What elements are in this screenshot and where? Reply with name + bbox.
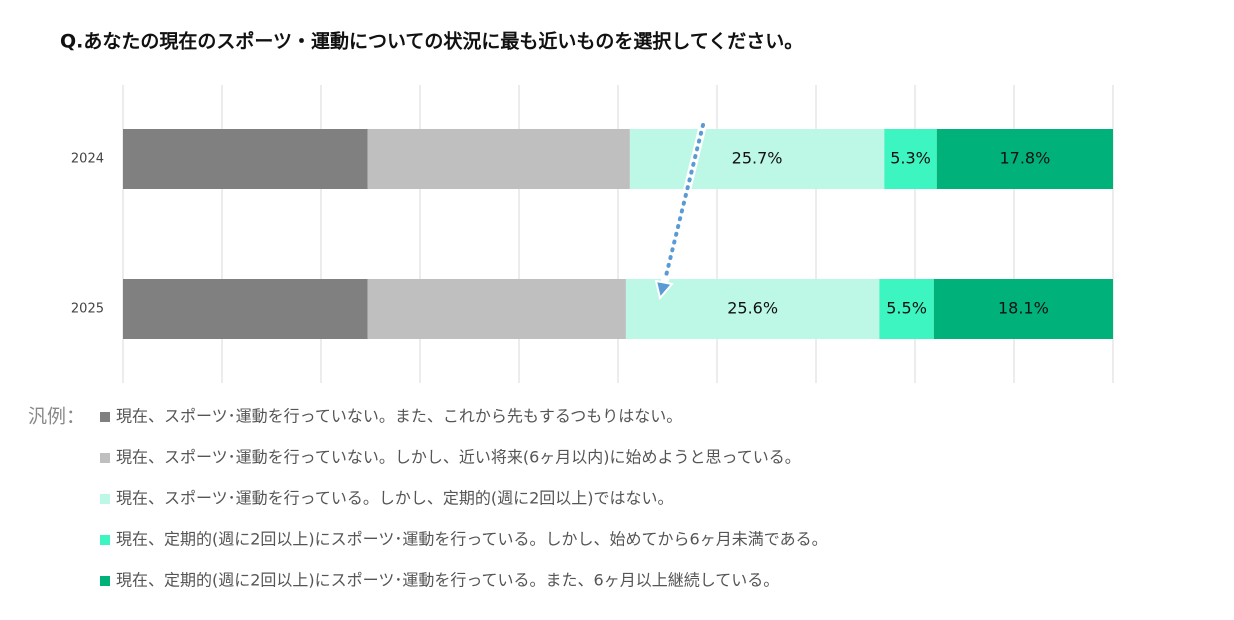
legend-swatch — [100, 535, 110, 545]
data-label: 25.7% — [732, 149, 783, 168]
legend-label: 現在、スポーツ･運動を行っている。しかし、定期的(週に2回以上)ではない。 — [116, 489, 674, 508]
bar-segment — [629, 129, 885, 189]
bar-segment — [884, 129, 937, 189]
data-label: 25.6% — [727, 299, 778, 318]
legend-swatch — [100, 412, 110, 422]
bar-segment — [933, 279, 1113, 339]
legend-label: 現在、スポーツ･運動を行っていない。また、これから先もするつもりはない。 — [116, 407, 682, 426]
data-label: 18.1% — [998, 299, 1049, 318]
bar-segment — [367, 279, 626, 339]
chart-title: Q.あなたの現在のスポーツ・運動についての状況に最も近いものを選択してください。 — [60, 30, 803, 53]
legend-label: 現在、定期的(週に2回以上)にスポーツ･運動を行っている。しかし、始めてから6ヶ… — [116, 530, 828, 549]
legend-swatch — [100, 494, 110, 504]
bar-segment — [936, 129, 1113, 189]
y-tick-label: 2024 — [71, 152, 104, 167]
legend-swatch — [100, 576, 110, 586]
bar-segment — [123, 129, 368, 189]
legend-title: 汎例： — [28, 406, 85, 428]
data-label: 17.8% — [999, 149, 1050, 168]
data-label: 5.3% — [890, 149, 931, 168]
legend-label: 現在、定期的(週に2回以上)にスポーツ･運動を行っている。また、6ヶ月以上継続し… — [116, 571, 779, 590]
data-label: 5.5% — [886, 299, 927, 318]
y-tick-label: 2025 — [71, 302, 104, 317]
bar-segment — [879, 279, 934, 339]
bar-segment — [123, 279, 368, 339]
legend-label: 現在、スポーツ･運動を行っていない。しかし、近い将来(6ヶ月以内)に始めようと思… — [116, 448, 801, 467]
trend-arrow — [654, 121, 707, 301]
legend-swatch — [100, 453, 110, 463]
bar-segment — [367, 129, 630, 189]
